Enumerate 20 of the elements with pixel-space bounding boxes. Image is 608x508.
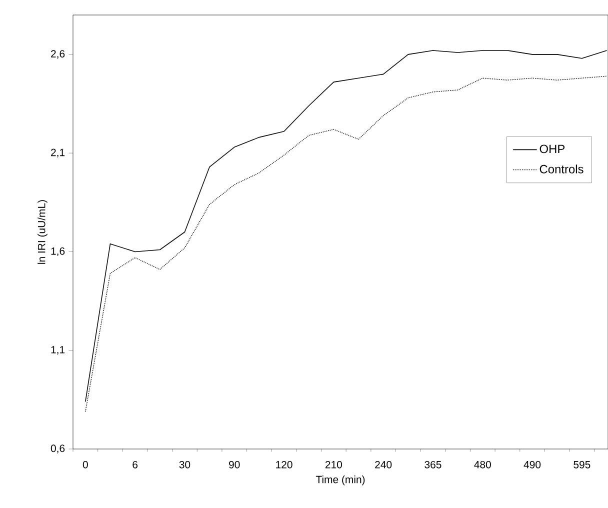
legend-label: Controls	[540, 164, 584, 174]
x-tick-label: 0	[82, 460, 88, 468]
x-tick-label: 490	[524, 460, 541, 468]
x-tick-label: 30	[179, 460, 190, 468]
x-tick-label: 365	[424, 460, 442, 468]
x-tick-label: 90	[229, 460, 240, 468]
x-tick-label: 6	[132, 460, 138, 468]
x-tick-label: 595	[574, 460, 590, 468]
legend-label: OHP	[540, 144, 565, 154]
y-tick-label: 2,1	[51, 148, 65, 158]
x-tick-label: 240	[375, 460, 392, 468]
y-tick-label: 2,6	[51, 50, 65, 59]
x-tick-label: 210	[325, 460, 342, 468]
y-axis-title: ln IRI (uU/mL)	[38, 200, 48, 264]
x-axis-title: Time (min)	[316, 476, 365, 486]
y-tick-label: 1,6	[51, 247, 65, 256]
x-tick-label: 120	[276, 460, 292, 468]
y-tick-label: 1,1	[51, 346, 65, 355]
x-tick-label: 480	[474, 460, 491, 468]
y-tick-label: 0,6	[50, 444, 65, 454]
